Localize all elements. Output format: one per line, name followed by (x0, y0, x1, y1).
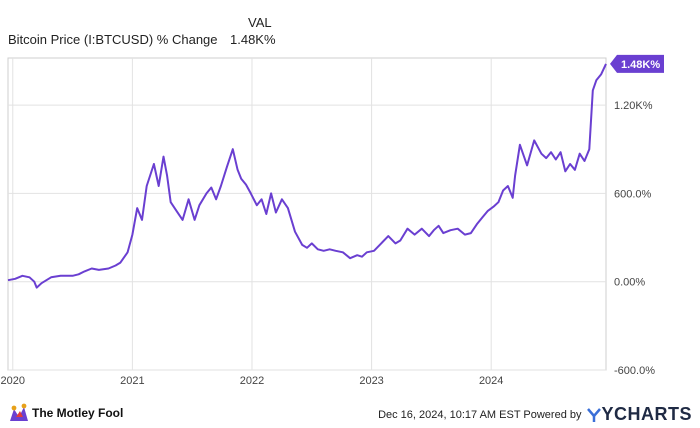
footer-attribution: Dec 16, 2024, 10:17 AM EST Powered by YC… (378, 404, 692, 425)
motley-fool-logo: The Motley Fool (8, 402, 123, 424)
series-label: Bitcoin Price (I:BTCUSD) % Change (8, 32, 218, 47)
val-column-label: VAL (248, 15, 272, 30)
timestamp: Dec 16, 2024, 10:17 AM EST Powered by (378, 408, 582, 421)
x-tick-label: 2020 (1, 375, 25, 387)
x-tick-label: 2024 (479, 375, 503, 387)
x-tick-label: 2023 (359, 375, 383, 387)
series-line-group (7, 63, 607, 289)
jester-hat-icon (10, 403, 28, 421)
y-tick-label: -600.0% (614, 365, 655, 377)
last-value-text: 1.48K% (621, 59, 660, 71)
y-tick-label: 0.00% (614, 277, 645, 289)
last-value-label: 1.48K% (610, 54, 664, 73)
y-tick-label: 1.20K% (614, 100, 653, 112)
chart-header: VAL Bitcoin Price (I:BTCUSD) % Change 1.… (0, 0, 700, 52)
x-tick-label: 2021 (120, 375, 144, 387)
series-value: 1.48K% (230, 32, 276, 47)
y-tick-label: 600.0% (614, 188, 652, 200)
series-line (7, 63, 607, 289)
ycharts-wordmark: YCHARTS (601, 404, 692, 424)
ycharts-logo: YCHARTS (587, 404, 692, 425)
y-axis: -600.0% 0.00% 600.0% 1.20K% (614, 100, 655, 377)
x-axis: 2020 2021 2022 2023 2024 (1, 375, 504, 387)
chart-grid (7, 57, 607, 371)
motley-fool-wordmark: The Motley Fool (32, 406, 124, 420)
ycharts-y-icon (587, 408, 602, 422)
x-tick-label: 2022 (240, 375, 264, 387)
last-value-tag (610, 54, 664, 73)
